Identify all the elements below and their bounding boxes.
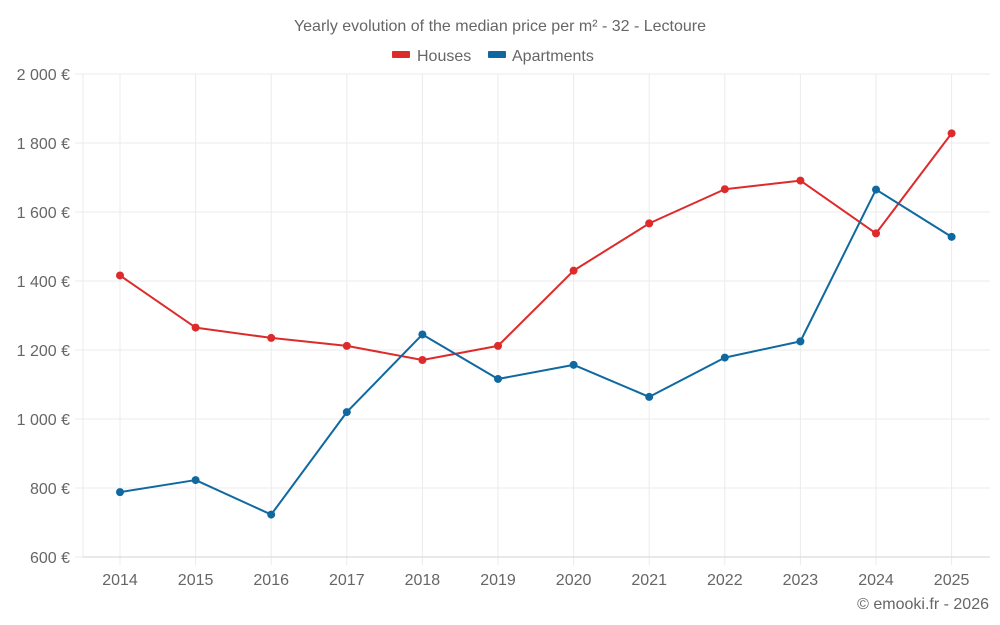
data-point[interactable] xyxy=(116,271,124,280)
x-tick-label: 2024 xyxy=(858,572,894,589)
legend-swatch xyxy=(392,51,410,58)
data-point[interactable] xyxy=(645,392,654,401)
series-houses xyxy=(116,129,956,365)
legend-swatch xyxy=(488,51,506,58)
x-tick-label: 2015 xyxy=(178,572,214,589)
legend-label: Houses xyxy=(417,48,471,65)
data-point[interactable] xyxy=(720,185,729,194)
y-tick-label: 1 600 € xyxy=(17,205,70,222)
data-point[interactable] xyxy=(116,488,124,497)
data-point[interactable] xyxy=(342,341,351,350)
x-tick-label: 2016 xyxy=(253,572,289,589)
chart-title: Yearly evolution of the median price per… xyxy=(294,18,706,35)
series-apartments xyxy=(116,185,956,519)
y-tick-label: 1 400 € xyxy=(17,274,70,291)
credit-text: © emooki.fr - 2026 xyxy=(857,596,989,613)
y-tick-label: 2 000 € xyxy=(17,67,70,84)
axes: 600 € 800 € 1 000 € 1 200 € 1 400 € 1 600 € 1 … xyxy=(17,67,990,589)
data-point[interactable] xyxy=(191,323,200,332)
y-tick-label: 600 € xyxy=(30,550,70,567)
data-point[interactable] xyxy=(342,408,351,417)
data-point[interactable] xyxy=(494,374,502,383)
data-point[interactable] xyxy=(569,360,578,369)
legend: Houses Apartments xyxy=(392,48,594,65)
data-point[interactable] xyxy=(494,341,502,350)
legend-item-houses[interactable]: Houses xyxy=(392,48,471,65)
x-tick-label: 2023 xyxy=(783,572,819,589)
data-point[interactable] xyxy=(872,229,880,238)
x-tick-label: 2017 xyxy=(329,572,365,589)
data-point[interactable] xyxy=(947,129,956,138)
x-tick-label: 2022 xyxy=(707,572,743,589)
grid xyxy=(83,73,990,565)
data-point[interactable] xyxy=(569,266,578,275)
data-point[interactable] xyxy=(191,476,200,485)
y-tick-label: 800 € xyxy=(30,481,70,498)
data-point[interactable] xyxy=(645,219,654,228)
x-tick-label: 2021 xyxy=(631,572,667,589)
data-point[interactable] xyxy=(947,232,956,241)
x-tick-label: 2018 xyxy=(405,572,441,589)
data-point[interactable] xyxy=(418,356,427,365)
x-tick-label: 2025 xyxy=(934,572,970,589)
data-point[interactable] xyxy=(418,330,427,339)
series-line xyxy=(119,188,953,516)
series-line xyxy=(119,132,953,362)
data-point[interactable] xyxy=(267,333,276,342)
legend-item-apartments[interactable]: Apartments xyxy=(488,48,594,65)
x-tick-label: 2014 xyxy=(102,572,138,589)
data-point[interactable] xyxy=(872,185,880,194)
x-tick-label: 2019 xyxy=(480,572,516,589)
data-point[interactable] xyxy=(720,353,729,362)
x-tick-label: 2020 xyxy=(556,572,592,589)
y-tick-label: 1 200 € xyxy=(17,343,70,360)
series-group xyxy=(116,129,956,519)
legend-label: Apartments xyxy=(512,48,594,65)
y-tick-label: 1 000 € xyxy=(17,412,70,429)
data-point[interactable] xyxy=(796,337,805,346)
data-point[interactable] xyxy=(796,176,805,185)
data-point[interactable] xyxy=(267,510,276,519)
y-tick-label: 1 800 € xyxy=(17,136,70,153)
